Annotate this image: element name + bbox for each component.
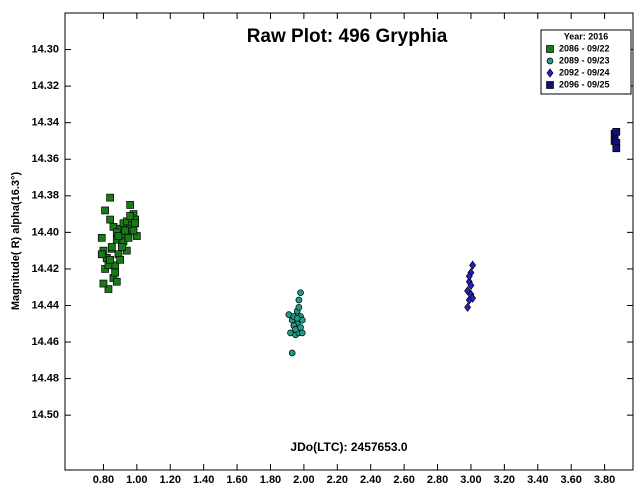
point <box>106 193 114 202</box>
x-tick-label: 2.20 <box>327 474 348 485</box>
point <box>288 349 296 357</box>
point <box>124 233 133 242</box>
legend: Year: 2016 2086 - 09/22 2089 - 09/23 2092 -… <box>540 29 632 95</box>
legend-label: 2092 - 09/24 <box>559 67 610 77</box>
x-tick-label: 0.80 <box>93 474 114 485</box>
legend-box <box>540 29 632 95</box>
point <box>297 289 304 297</box>
point <box>131 219 140 228</box>
chart-title: Raw Plot: 496 Gryphia <box>247 26 448 47</box>
x-tick-label: 1.80 <box>260 474 281 485</box>
point <box>295 303 303 311</box>
point <box>546 45 554 53</box>
x-tick-label: 2.60 <box>393 474 414 485</box>
legend-label: 2089 - 09/23 <box>559 55 610 65</box>
x-tick-label: 1.20 <box>160 474 181 485</box>
point <box>117 243 126 251</box>
point <box>465 271 473 281</box>
point <box>464 302 472 312</box>
y-tick-label: 14.48 <box>31 373 59 385</box>
legend-label: 2096 - 09/25 <box>559 79 610 89</box>
point <box>116 255 124 264</box>
x-axis-label: JDo(LTC): 2457653.0 <box>290 440 407 454</box>
point <box>546 68 554 78</box>
y-tick-label: 14.38 <box>31 190 59 202</box>
x-tick-label: 3.20 <box>494 474 515 485</box>
point <box>464 286 472 296</box>
x-tick-label: 3.00 <box>460 474 481 485</box>
y-tick-label: 14.44 <box>31 299 59 311</box>
legend-title: Year: 2016 <box>564 31 609 41</box>
y-axis-label: Magnitude( R) alpha(16.3°) <box>10 172 22 311</box>
x-tick-label: 1.40 <box>193 474 214 485</box>
x-tick-label: 2.80 <box>427 474 448 485</box>
point <box>546 81 554 89</box>
point <box>99 279 108 288</box>
point <box>126 212 135 220</box>
y-tick-label: 14.50 <box>31 409 59 421</box>
x-tick-label: 3.40 <box>527 474 548 485</box>
y-tick-label: 14.34 <box>31 117 59 129</box>
point <box>114 232 123 240</box>
series <box>610 127 621 153</box>
series <box>464 260 477 312</box>
point <box>612 127 621 136</box>
point <box>129 226 138 235</box>
legend-label: 2086 - 09/22 <box>559 43 610 53</box>
point <box>106 255 114 264</box>
y-tick-label: 14.46 <box>31 336 59 348</box>
point <box>298 329 306 337</box>
y-tick-label: 14.42 <box>31 263 59 275</box>
point <box>106 215 114 224</box>
point <box>612 144 621 153</box>
series <box>285 289 306 357</box>
point <box>104 285 113 293</box>
x-tick-label: 3.60 <box>560 474 581 485</box>
point <box>469 260 477 270</box>
point <box>121 226 129 235</box>
y-tick-label: 14.32 <box>31 80 59 92</box>
point <box>126 201 135 209</box>
point <box>293 314 301 322</box>
x-tick-label: 1.60 <box>226 474 247 485</box>
y-tick-label: 14.30 <box>31 43 59 55</box>
series <box>97 193 141 293</box>
point <box>107 243 116 251</box>
y-tick-label: 14.36 <box>31 153 59 165</box>
x-tick-label: 2.00 <box>293 474 314 485</box>
point <box>546 57 554 65</box>
point <box>101 206 109 215</box>
y-tick-label: 14.40 <box>31 226 59 238</box>
point <box>97 233 106 242</box>
point <box>97 250 106 259</box>
point <box>112 277 121 286</box>
x-tick-label: 2.40 <box>360 474 381 485</box>
point <box>469 293 477 303</box>
plot-frame <box>64 12 634 471</box>
x-tick-label: 3.80 <box>594 474 615 485</box>
point <box>111 268 119 277</box>
point <box>297 324 304 331</box>
x-tick-label: 1.00 <box>126 474 147 485</box>
point <box>467 280 475 290</box>
point <box>295 296 303 304</box>
